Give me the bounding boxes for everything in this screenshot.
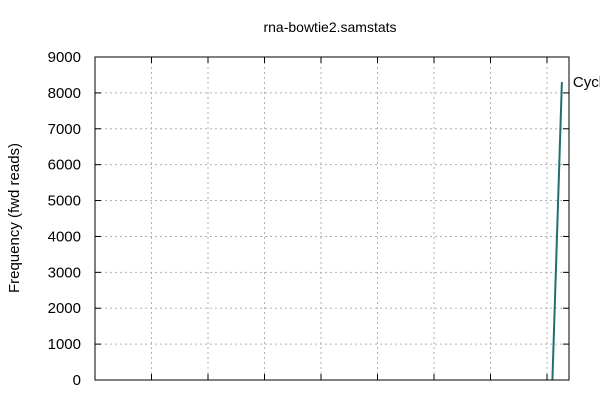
y-tick-label: 3000 [48, 264, 81, 281]
y-tick-label: 1000 [48, 336, 81, 353]
y-tick-label: 6000 [48, 157, 81, 174]
chart-title: rna-bowtie2.samstats [263, 19, 396, 35]
plot-frame [94, 56, 570, 381]
y-axis-label: Frequency (fwd reads) [6, 143, 23, 293]
y-tick-label: 2000 [48, 300, 81, 317]
y-tick-label: 0 [73, 372, 81, 389]
y-tick-label: 4000 [48, 228, 81, 245]
y-tick-label: 8000 [48, 85, 81, 102]
series-label: Cycl [573, 74, 600, 91]
ticks: 0 1000 2000 3000 4000 5000 6000 7000 8000 9000 [48, 49, 569, 389]
series-line [551, 82, 563, 381]
grid [95, 57, 569, 380]
y-tick-label: 7000 [48, 121, 81, 138]
series-group: Cycl [551, 74, 600, 381]
y-tick-label: 9000 [48, 49, 81, 66]
y-tick-label: 5000 [48, 193, 81, 210]
